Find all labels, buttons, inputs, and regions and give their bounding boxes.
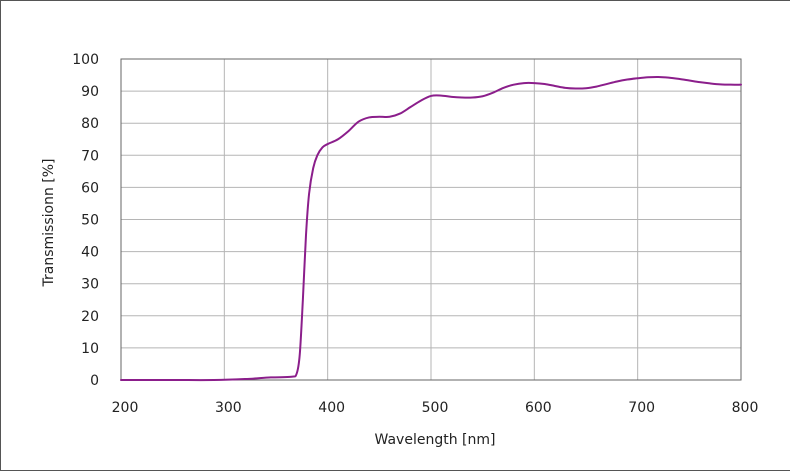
- y-axis-title: Transmissionn [%]: [41, 159, 57, 288]
- y-tick-label-50: 50: [81, 213, 99, 229]
- y-tick-labels: 0 10 20 30 40 50 60 70 80 90 100: [72, 52, 99, 389]
- x-tick-label-800: 800: [732, 400, 759, 416]
- plot-area-border: [120, 58, 742, 381]
- x-tick-label-300: 300: [215, 400, 242, 416]
- x-tick-label-200: 200: [112, 400, 139, 416]
- x-axis-title: Wavelength [nm]: [375, 432, 496, 448]
- y-tick-label-30: 30: [81, 277, 99, 293]
- y-tick-label-10: 10: [81, 341, 99, 357]
- x-tick-label-500: 500: [422, 400, 449, 416]
- series-line: [120, 75, 742, 382]
- y-tick-label-80: 80: [81, 116, 99, 132]
- x-tick-label-600: 600: [525, 400, 552, 416]
- x-tick-label-700: 700: [628, 400, 655, 416]
- y-tick-label-40: 40: [81, 245, 99, 261]
- x-tick-labels: 200 300 400 500 600 700 800: [112, 400, 759, 416]
- y-tick-label-0: 0: [90, 373, 99, 389]
- y-tick-label-100: 100: [72, 52, 99, 68]
- y-tick-label-70: 70: [81, 148, 99, 164]
- grid: [120, 58, 742, 381]
- y-tick-label-90: 90: [81, 84, 99, 100]
- x-tick-label-400: 400: [318, 400, 345, 416]
- y-tick-label-20: 20: [81, 309, 99, 325]
- y-tick-label-60: 60: [81, 180, 99, 196]
